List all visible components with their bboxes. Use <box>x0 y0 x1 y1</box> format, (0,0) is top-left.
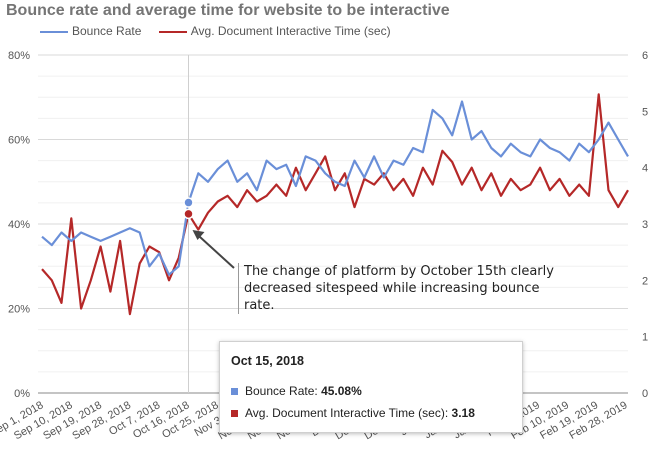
tooltip-date: Oct 15, 2018 <box>231 354 304 368</box>
y-left-tick-label: 20% <box>8 304 30 316</box>
y-left-tick-label: 60% <box>8 135 30 147</box>
tooltip-interactive-value: 3.18 <box>451 406 475 420</box>
tooltip-bounce-value: 45.08% <box>321 384 362 398</box>
y-axis-left: 0% 20% 40% 60% 80% <box>8 50 30 400</box>
annotation-arrow <box>192 230 235 269</box>
gridlines <box>38 54 628 394</box>
legend-swatch-interactive-time <box>158 30 187 33</box>
annotation-text: The change of platform by October 15th c… <box>238 263 554 314</box>
legend-label-interactive-time: Avg. Document Interactive Time (sec) <box>190 24 391 38</box>
y-right-tick-label: 0 <box>642 388 648 400</box>
y-left-tick-label: 80% <box>8 50 30 62</box>
y-right-tick-label: 6 <box>642 50 648 62</box>
tooltip-row-bounce: Bounce Rate: 45.08% <box>231 384 362 398</box>
tooltip-bounce-label: Bounce Rate: <box>245 384 322 398</box>
tooltip-swatch-bounce <box>231 388 238 396</box>
highlight-marks <box>183 55 235 393</box>
y-left-tick-label: 0% <box>14 388 30 400</box>
annotation-arrow-head <box>192 230 205 240</box>
highlight-point-bounce <box>183 197 194 208</box>
y-right-tick-label: 3 <box>642 219 648 231</box>
chart-title: Bounce rate and average time for website… <box>6 2 450 19</box>
annotation-arrow-shaft <box>193 231 235 269</box>
y-axis-right: 0 1 2 3 4 5 6 <box>642 50 648 400</box>
y-right-tick-label: 1 <box>642 332 648 344</box>
series-lines[interactable] <box>41 93 629 316</box>
chart-legend[interactable]: Bounce Rate Avg. Document Interactive Ti… <box>40 24 405 38</box>
y-right-tick-label: 2 <box>642 275 648 287</box>
interactive-time-line[interactable] <box>41 93 629 316</box>
legend-label-bounce-rate: Bounce Rate <box>72 24 142 38</box>
y-right-tick-label: 5 <box>642 106 648 118</box>
legend-item-interactive-time[interactable]: Avg. Document Interactive Time (sec) <box>158 24 391 38</box>
y-right-tick-label: 4 <box>642 163 648 175</box>
tooltip-interactive-label: Avg. Document Interactive Time (sec): <box>245 406 452 420</box>
legend-item-bounce-rate[interactable]: Bounce Rate <box>40 24 145 38</box>
bounce-rate-line[interactable] <box>41 100 629 276</box>
tooltip: Oct 15, 2018 Bounce Rate: 45.08% Avg. Do… <box>219 341 523 433</box>
highlight-point-interactive <box>183 208 194 220</box>
legend-swatch-bounce-rate <box>40 30 68 33</box>
tooltip-row-interactive: Avg. Document Interactive Time (sec): 3.… <box>231 406 475 420</box>
y-left-tick-label: 40% <box>8 219 30 231</box>
tooltip-swatch-interactive <box>231 410 238 418</box>
